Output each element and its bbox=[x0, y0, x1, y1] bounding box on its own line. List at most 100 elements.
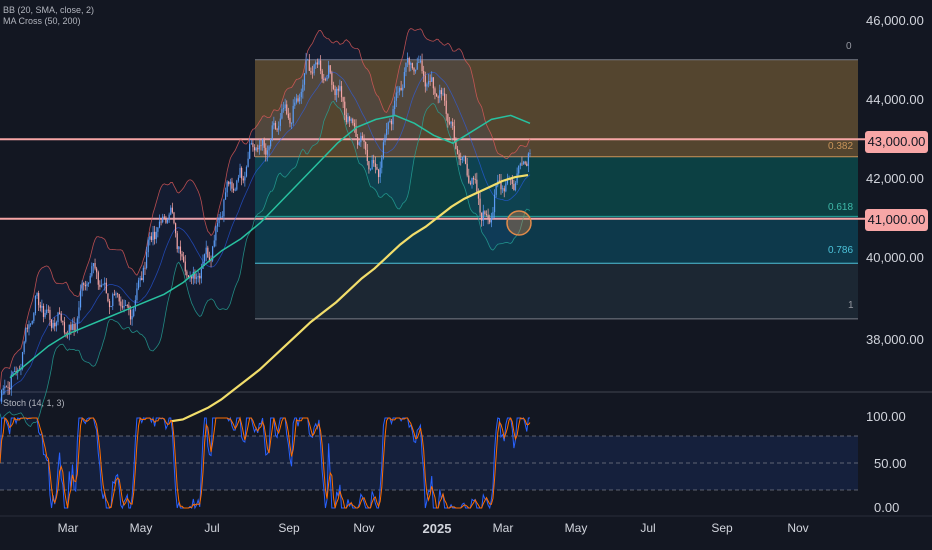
candle-body bbox=[371, 160, 373, 170]
candle-body bbox=[421, 60, 423, 72]
candle-body bbox=[129, 309, 132, 320]
candle-body bbox=[252, 143, 254, 148]
time-tick: Mar bbox=[492, 521, 514, 535]
candle-body bbox=[434, 88, 436, 94]
candle-body bbox=[458, 154, 460, 160]
candle-body bbox=[326, 77, 328, 80]
candle-body bbox=[210, 260, 212, 262]
candle-body bbox=[452, 122, 454, 126]
candle-body bbox=[295, 98, 298, 103]
candle-body bbox=[395, 92, 397, 101]
candle-body bbox=[116, 293, 119, 295]
candle-body bbox=[236, 180, 238, 190]
candle-body bbox=[384, 135, 386, 143]
candle-body bbox=[273, 122, 275, 126]
candle-body bbox=[318, 60, 320, 65]
candle-body bbox=[292, 105, 294, 123]
time-tick: May bbox=[564, 521, 588, 535]
candle-body bbox=[498, 180, 500, 182]
candle-body bbox=[170, 207, 172, 215]
candle-body bbox=[176, 233, 178, 249]
hline-price-badge[interactable]: 43,000.00 bbox=[865, 131, 928, 153]
candle-body bbox=[394, 100, 396, 110]
candle-body bbox=[476, 179, 478, 192]
bb-indicator-label[interactable]: BB (20, SMA, close, 2) bbox=[3, 5, 95, 15]
candle-body bbox=[419, 60, 422, 62]
candle-body bbox=[485, 214, 488, 215]
candle-body bbox=[336, 88, 338, 96]
candle-body bbox=[411, 63, 414, 69]
candle-body bbox=[30, 323, 32, 325]
candle-body bbox=[323, 78, 325, 80]
candle-body bbox=[439, 90, 441, 98]
candle-body bbox=[199, 275, 201, 279]
candle-body bbox=[191, 275, 193, 279]
candle-body bbox=[181, 253, 183, 257]
candle-body bbox=[197, 275, 199, 278]
candle-body bbox=[403, 72, 405, 88]
candle-body bbox=[506, 180, 509, 184]
candle-body bbox=[57, 312, 59, 323]
candle-body bbox=[355, 126, 357, 137]
candle-body bbox=[297, 98, 299, 102]
candle-body bbox=[84, 284, 86, 287]
candle-body bbox=[137, 280, 140, 289]
candle-body bbox=[244, 176, 246, 181]
candle-body bbox=[255, 148, 257, 151]
stoch-indicator-label[interactable]: Stoch (14, 1, 3) bbox=[3, 398, 65, 408]
candle-body bbox=[319, 60, 322, 71]
hline-price-badge[interactable]: 41,000.00 bbox=[865, 209, 928, 231]
candle-body bbox=[376, 167, 378, 170]
candle-body bbox=[278, 125, 280, 130]
candle-body bbox=[165, 217, 167, 223]
candle-body bbox=[123, 305, 125, 308]
time-tick: Nov bbox=[787, 521, 809, 535]
candle-body bbox=[263, 139, 265, 148]
candle-body bbox=[374, 163, 376, 168]
candle-body bbox=[133, 309, 135, 317]
fib-zone bbox=[255, 156, 858, 217]
fib-level-label: 1 bbox=[848, 300, 854, 311]
candle-body bbox=[329, 65, 331, 73]
candle-body bbox=[337, 88, 339, 91]
candle-body bbox=[142, 267, 144, 281]
candle-body bbox=[406, 57, 409, 63]
candle-body bbox=[303, 73, 306, 85]
candle-body bbox=[524, 161, 526, 164]
candle-body bbox=[473, 177, 475, 180]
candle-body bbox=[218, 217, 220, 224]
candle-body bbox=[47, 309, 49, 311]
candle-body bbox=[5, 386, 8, 388]
candle-body bbox=[479, 198, 481, 213]
candle-body bbox=[12, 371, 14, 375]
candle-body bbox=[368, 161, 370, 170]
candle-body bbox=[270, 138, 272, 147]
candle-body bbox=[357, 136, 359, 145]
candle-body bbox=[152, 231, 154, 241]
candle-body bbox=[279, 118, 281, 126]
candle-body bbox=[258, 145, 260, 150]
candle-body bbox=[200, 268, 202, 279]
candle-body bbox=[471, 177, 473, 184]
candle-body bbox=[474, 179, 476, 180]
candle-body bbox=[358, 142, 360, 145]
candle-body bbox=[477, 191, 480, 199]
candle-body bbox=[23, 341, 25, 353]
candle-body bbox=[228, 181, 230, 185]
candle-body bbox=[389, 120, 391, 123]
fib-zone bbox=[255, 263, 858, 319]
candle-body bbox=[173, 212, 175, 224]
candle-body bbox=[500, 180, 502, 190]
candle-body bbox=[91, 266, 93, 276]
candle-body bbox=[363, 139, 365, 143]
candle-body bbox=[487, 214, 489, 220]
candle-body bbox=[9, 387, 11, 390]
candle-body bbox=[55, 322, 57, 327]
time-tick: Nov bbox=[353, 521, 375, 535]
candle-body bbox=[78, 307, 80, 319]
candle-body bbox=[154, 231, 156, 240]
ma-cross-indicator-label[interactable]: MA Cross (50, 200) bbox=[3, 16, 81, 26]
candle-body bbox=[213, 240, 215, 247]
candle-body bbox=[366, 149, 368, 162]
